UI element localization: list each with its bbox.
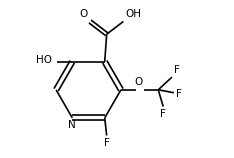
Text: N: N bbox=[68, 120, 76, 130]
Text: HO: HO bbox=[36, 55, 52, 65]
Text: OH: OH bbox=[125, 9, 141, 18]
Text: F: F bbox=[176, 89, 182, 99]
Text: O: O bbox=[135, 77, 143, 87]
Text: O: O bbox=[80, 9, 88, 18]
Text: F: F bbox=[160, 109, 166, 119]
Text: F: F bbox=[174, 65, 180, 75]
Text: F: F bbox=[104, 137, 110, 148]
